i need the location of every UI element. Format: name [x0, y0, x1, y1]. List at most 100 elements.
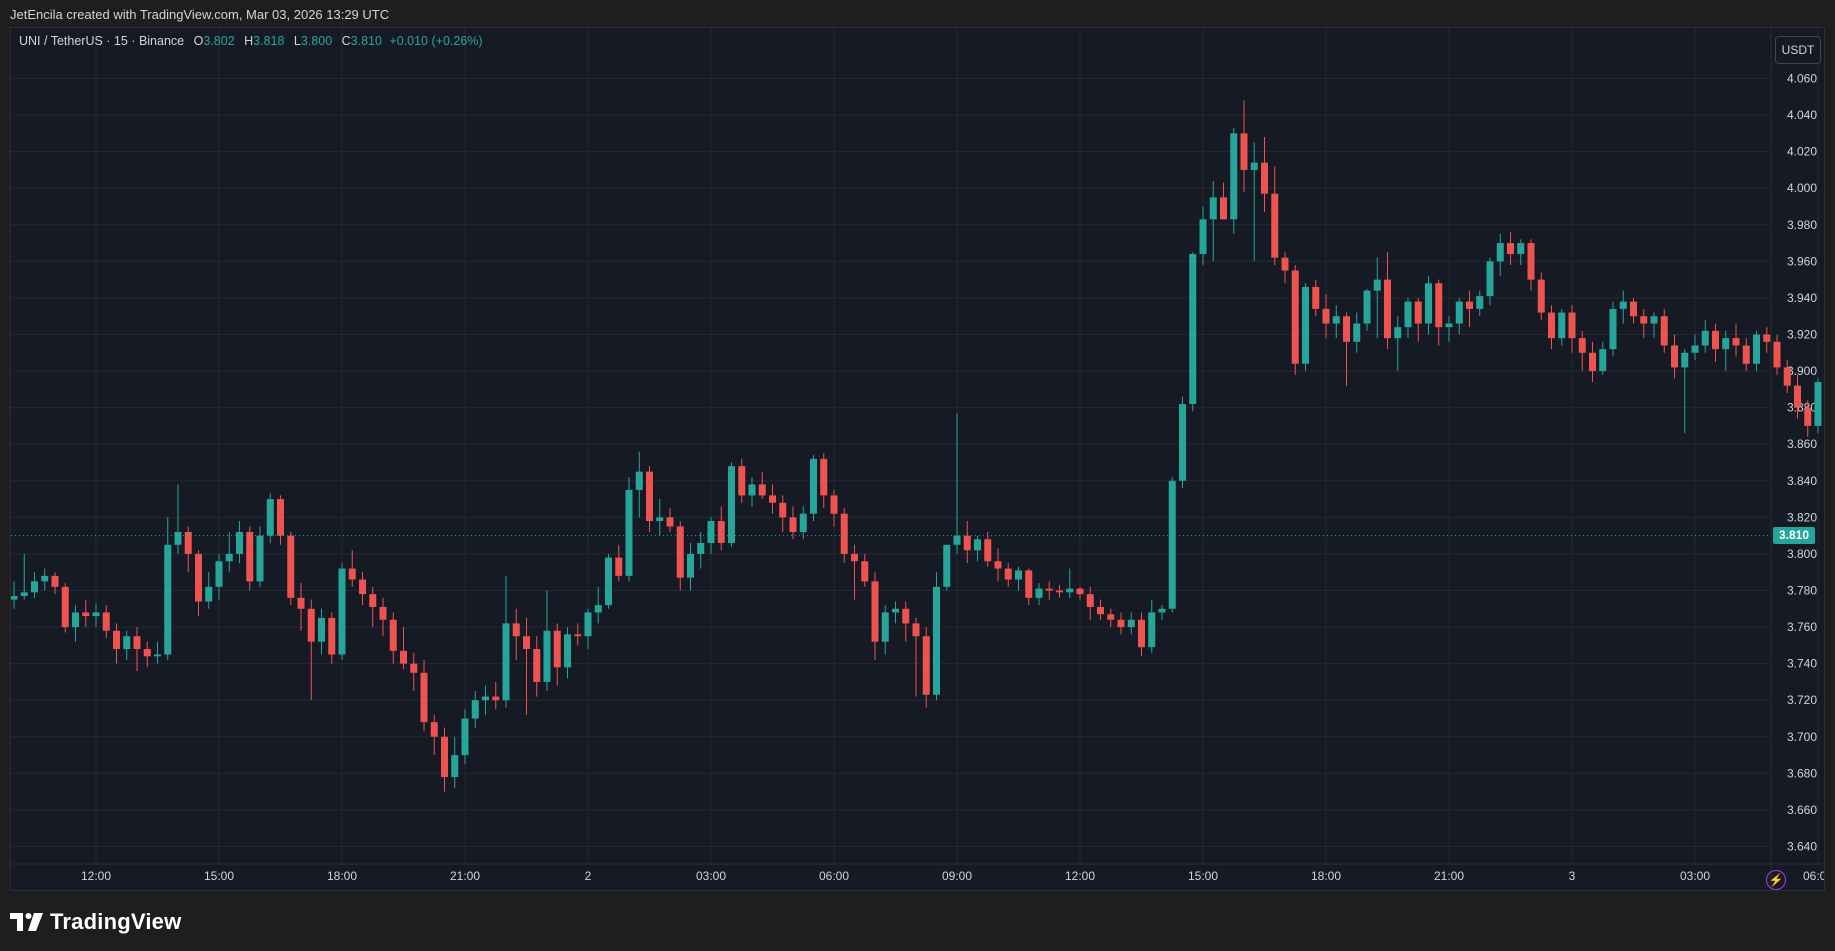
candle: [379, 597, 387, 637]
candle-body: [1332, 316, 1340, 324]
candle-body: [1015, 570, 1022, 580]
plot-background: [11, 28, 1824, 890]
candle-body: [164, 544, 172, 655]
candle: [564, 627, 571, 679]
candle: [1353, 312, 1361, 353]
candle: [1507, 232, 1514, 266]
candle-body: [1558, 312, 1566, 339]
candlestick-chart[interactable]: 3.640 3.660 3.680 3.700 3.720 3.740 3.760 3.780…: [11, 28, 1824, 890]
candle: [1609, 301, 1617, 357]
candle-body: [933, 586, 940, 695]
candle-body: [851, 553, 858, 562]
candle-body: [1189, 254, 1197, 404]
candle: [1814, 378, 1822, 434]
tradingview-brand[interactable]: TradingView: [10, 909, 181, 935]
candle: [1783, 360, 1791, 394]
candle: [1250, 142, 1258, 262]
chart-attribution: JetEncila created with TradingView.com, …: [10, 7, 390, 22]
candle: [912, 617, 920, 697]
candle-body: [215, 561, 223, 587]
y-tick-label: 3.660: [1787, 803, 1817, 817]
candle-body: [441, 736, 448, 778]
candle-body: [420, 672, 428, 723]
candle: [482, 685, 489, 715]
candle-body: [1660, 316, 1668, 346]
y-tick-label: 3.640: [1787, 840, 1817, 854]
candle-body: [594, 605, 602, 613]
candle-body: [338, 568, 346, 655]
candle-body: [943, 544, 951, 587]
candle-body: [348, 568, 356, 580]
candle-body: [1353, 323, 1361, 342]
candle-body: [1414, 301, 1422, 324]
candle: [1691, 334, 1699, 361]
currency-button[interactable]: USDT: [1775, 36, 1821, 64]
candle-body: [820, 458, 828, 496]
candle-body: [523, 636, 530, 650]
y-tick-label: 3.820: [1787, 510, 1817, 524]
lightning-icon[interactable]: ⚡: [1766, 870, 1786, 890]
candle: [615, 544, 623, 582]
y-tick-label: 3.780: [1787, 584, 1817, 598]
y-tick-label: 3.720: [1787, 693, 1817, 707]
candle-body: [1537, 279, 1545, 313]
candle: [594, 586, 602, 624]
candle-body: [72, 612, 79, 628]
candle: [1322, 294, 1330, 339]
candle-body: [1281, 257, 1289, 271]
candle: [420, 659, 428, 732]
candle-body: [236, 531, 243, 554]
candle-body: [512, 623, 520, 637]
open-value: 3.802: [203, 34, 235, 48]
candle-body: [963, 535, 971, 551]
candle-body: [779, 502, 787, 518]
candle: [1548, 305, 1555, 350]
candle-body: [953, 535, 961, 545]
candle: [799, 506, 807, 540]
candle: [1373, 257, 1381, 339]
candle: [123, 630, 131, 660]
candle-body: [307, 608, 315, 642]
candle: [61, 583, 69, 633]
candle-body: [61, 586, 69, 628]
chart-frame[interactable]: 3.640 3.660 3.680 3.700 3.720 3.740 3.760 3.780…: [10, 27, 1825, 891]
candle-body: [902, 608, 910, 624]
candle-body: [1681, 352, 1689, 368]
candle: [154, 641, 161, 664]
candle: [113, 623, 120, 664]
candle: [143, 641, 151, 668]
candle-body: [1107, 614, 1115, 620]
candle: [1558, 308, 1566, 346]
candle-body: [1076, 588, 1084, 595]
candle-body: [154, 654, 161, 657]
candle-body: [830, 495, 838, 514]
candle: [1763, 327, 1771, 353]
candle: [1312, 279, 1320, 317]
candle-body: [1548, 312, 1555, 339]
candle: [1107, 608, 1115, 628]
candle-body: [1691, 345, 1699, 353]
candle-body: [543, 630, 551, 682]
candle-body: [51, 575, 59, 587]
candle: [953, 413, 961, 554]
candle-body: [133, 636, 141, 650]
candle-body: [656, 517, 664, 522]
candle-body: [871, 581, 879, 642]
candle-body: [297, 597, 305, 609]
y-tick-label: 3.960: [1787, 254, 1817, 268]
candle-body: [1025, 570, 1033, 598]
candle: [646, 466, 653, 532]
candle: [1138, 612, 1145, 657]
x-tick-label: 15:00: [204, 869, 234, 883]
candle: [1527, 239, 1535, 291]
candle-body: [1394, 327, 1402, 339]
x-tick-label: 06:00: [1803, 869, 1824, 883]
candle: [994, 548, 1002, 582]
candle-body: [717, 521, 725, 543]
candle-body: [1763, 334, 1771, 342]
candle: [492, 681, 500, 710]
candle: [687, 542, 694, 591]
symbol-label[interactable]: UNI / TetherUS · 15 · Binance: [19, 34, 185, 48]
candle: [1291, 265, 1299, 375]
open-label: O: [193, 34, 204, 48]
